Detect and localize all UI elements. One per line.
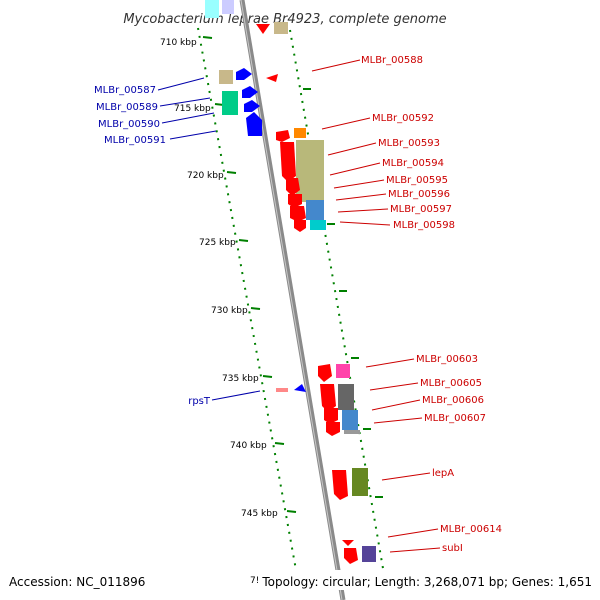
feature-top-cutoff[interactable] — [205, 0, 288, 34]
scale-labels: 710 kbp 715 kbp 720 kbp 725 kbp 730 kbp … — [160, 38, 278, 519]
right-track — [289, 29, 386, 581]
scale-label: 740 kbp — [230, 441, 267, 451]
gene-label-MLBr-00603[interactable]: MLBr_00603 — [416, 354, 478, 365]
gene-label-MLBr-00591[interactable]: MLBr_00591 — [104, 135, 166, 146]
gene-label-MLBr-00598[interactable]: MLBr_00598 — [393, 220, 455, 231]
gene-MLBr-00591-shape[interactable] — [246, 112, 262, 136]
gene-label-MLBr-00587[interactable]: MLBr_00587 — [94, 85, 156, 96]
scale-tick-marks — [202, 36, 297, 513]
scale-label-partial: 7! — [250, 576, 259, 586]
map-title: Mycobacterium leprae Br4923, complete ge… — [123, 12, 446, 27]
gene-label-MLBr-00592[interactable]: MLBr_00592 — [372, 113, 434, 124]
scale-label: 715 kbp — [174, 104, 211, 114]
gene-label-MLBr-00606[interactable]: MLBr_00606 — [422, 395, 484, 406]
gene-label-MLBr-00593[interactable]: MLBr_00593 — [378, 138, 440, 149]
gene-label-MLBr-00590[interactable]: MLBr_00590 — [98, 119, 160, 130]
gene-label-MLBr-00605[interactable]: MLBr_00605 — [420, 378, 482, 389]
gene-label-MLBr-00614[interactable]: MLBr_00614 — [440, 524, 502, 535]
gene-label-MLBr-00607[interactable]: MLBr_00607 — [424, 413, 486, 424]
genome-backbone — [239, 0, 346, 600]
scale-label: 720 kbp — [187, 171, 224, 181]
scale-label: 710 kbp — [160, 38, 197, 48]
callout-lines-right — [311, 59, 441, 553]
gene-label-MLBr-00596[interactable]: MLBr_00596 — [388, 189, 450, 200]
gene-label-MLBr-00589[interactable]: MLBr_00589 — [96, 102, 158, 113]
gene-cluster-00614-subI[interactable] — [342, 540, 376, 564]
gene-cluster-00592-00598[interactable] — [276, 128, 326, 232]
footer-summary-bg — [258, 570, 600, 590]
accession-text: Accession: NC_011896 — [9, 575, 145, 589]
scale-label: 745 kbp — [241, 509, 278, 519]
gene-label-rpsT[interactable]: rpsT — [188, 396, 211, 407]
gene-label-MLBr-00595[interactable]: MLBr_00595 — [386, 175, 448, 186]
gene-cluster-00603-00607[interactable] — [318, 364, 360, 436]
gene-label-MLBr-00597[interactable]: MLBr_00597 — [390, 204, 452, 215]
gene-MLBr-00587-shape[interactable] — [219, 68, 252, 84]
gene-MLBr-00589-shape[interactable] — [242, 86, 258, 98]
scale-label: 725 kbp — [199, 238, 236, 248]
gene-label-lepA[interactable]: lepA — [432, 468, 454, 479]
gene-lepA-shape[interactable] — [332, 468, 368, 500]
genome-summary-text: Topology: circular; Length: 3,268,071 bp… — [261, 575, 592, 589]
scale-label: 730 kbp — [211, 306, 248, 316]
gene-labels-right: MLBr_00588 MLBr_00592 MLBr_00593 MLBr_00… — [361, 55, 502, 554]
gene-small-reverse-arrow[interactable] — [266, 74, 278, 82]
gene-rpsT-shape[interactable] — [276, 384, 306, 392]
gene-MLBr-00590-shape[interactable] — [222, 91, 260, 115]
genome-backbone-highlight — [240, 0, 343, 600]
gene-label-subI[interactable]: subI — [442, 543, 463, 554]
scale-label: 735 kbp — [222, 374, 259, 384]
gene-labels-left: MLBr_00587 MLBr_00589 MLBr_00590 MLBr_00… — [94, 85, 211, 407]
gene-label-MLBr-00588[interactable]: MLBr_00588 — [361, 55, 423, 66]
gene-label-MLBr-00594[interactable]: MLBr_00594 — [382, 158, 444, 169]
callout-lines-left — [157, 77, 261, 401]
